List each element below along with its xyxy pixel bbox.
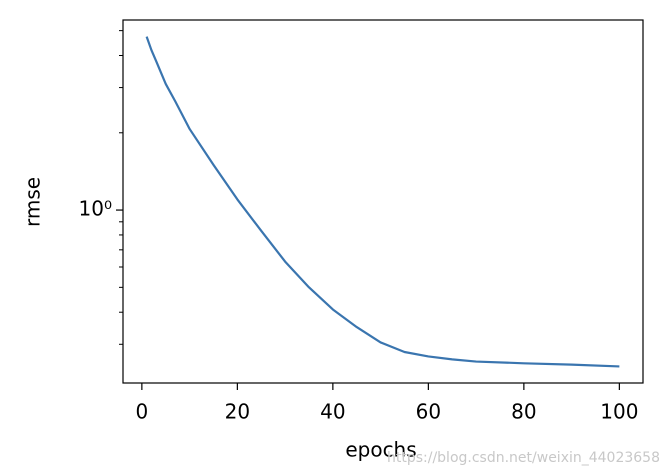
x-tick-label: 0: [135, 400, 148, 424]
x-tick-label: 60: [416, 400, 441, 424]
watermark: https://blog.csdn.net/weixin_44023658: [387, 450, 660, 466]
y-tick-label: 10⁰: [79, 197, 112, 221]
x-tick-label: 20: [225, 400, 250, 424]
line-series: [145, 36, 620, 368]
x-tick-label: 100: [600, 400, 638, 424]
x-tick-label: 80: [511, 400, 536, 424]
x-axis-label: epochs: [345, 438, 416, 462]
plot-frame: [122, 19, 644, 384]
x-tick-label: 40: [320, 400, 345, 424]
y-axis-label: rmse: [21, 177, 45, 227]
